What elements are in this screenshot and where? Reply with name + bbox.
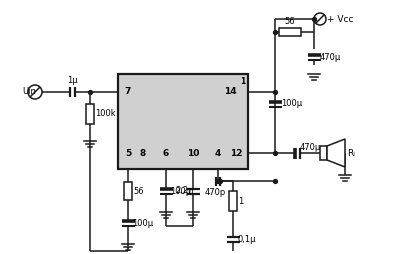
Text: 2,2n: 2,2n xyxy=(175,186,194,196)
Text: 1: 1 xyxy=(238,197,243,205)
Text: + Vcc: + Vcc xyxy=(327,14,354,24)
Text: Uin: Uin xyxy=(22,87,36,96)
Text: 1μ: 1μ xyxy=(67,76,77,85)
Bar xyxy=(118,74,248,169)
Text: Rₗ: Rₗ xyxy=(347,149,355,157)
Bar xyxy=(86,104,94,124)
Text: 100μ: 100μ xyxy=(281,100,302,108)
Text: 100μ: 100μ xyxy=(170,186,191,196)
Polygon shape xyxy=(327,139,345,167)
Text: 5: 5 xyxy=(125,149,131,157)
Bar xyxy=(124,182,132,200)
Text: 6: 6 xyxy=(163,149,169,157)
Text: 7: 7 xyxy=(125,87,131,97)
Text: 8: 8 xyxy=(140,149,146,157)
Text: 56: 56 xyxy=(285,17,295,26)
Text: 100k: 100k xyxy=(95,109,116,119)
Text: 470μ: 470μ xyxy=(300,142,321,151)
Text: 100μ: 100μ xyxy=(132,218,153,228)
Text: 1: 1 xyxy=(240,77,246,87)
Text: 470p: 470p xyxy=(204,188,226,197)
Bar xyxy=(229,191,237,211)
Text: 56: 56 xyxy=(133,186,144,196)
Text: 14: 14 xyxy=(224,87,236,97)
Bar xyxy=(279,28,301,36)
Text: 12: 12 xyxy=(230,149,242,157)
Text: 470μ: 470μ xyxy=(320,53,341,61)
Text: 10: 10 xyxy=(187,149,199,157)
Bar xyxy=(320,146,327,160)
Text: 4: 4 xyxy=(215,149,221,157)
Text: 0,1μ: 0,1μ xyxy=(238,234,256,244)
